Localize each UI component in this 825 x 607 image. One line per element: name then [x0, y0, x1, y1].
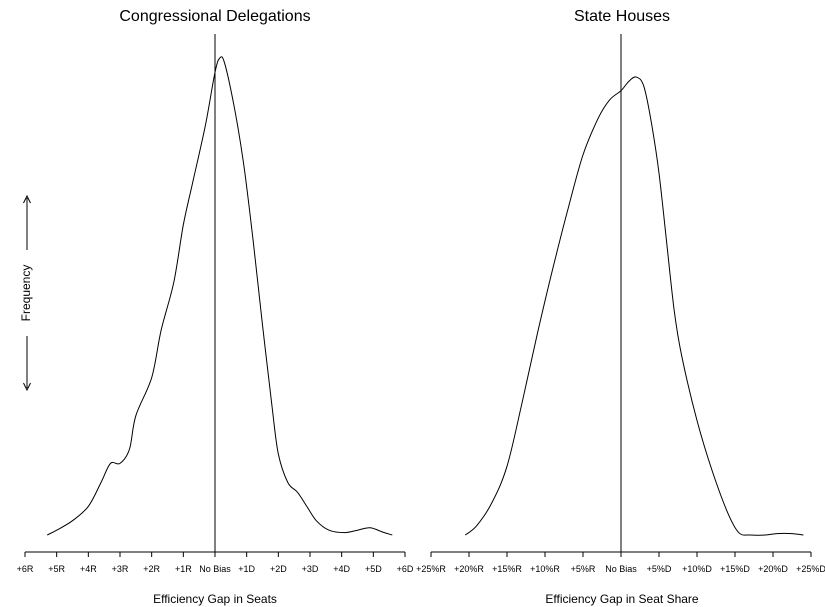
x-tick-label: No Bias	[605, 564, 637, 574]
x-axis-tick-labels: +25%R +20%R +15%R +10%R +5%R No Bias +5%D +10%D…	[416, 564, 825, 574]
x-tick-label: +15%D	[720, 564, 750, 574]
x-tick-label: +25%R	[416, 564, 446, 574]
x-tick-label: +10%R	[530, 564, 560, 574]
x-tick-label: +25%D	[796, 564, 825, 574]
x-tick-label: +2R	[143, 564, 160, 574]
x-tick-label: +4R	[80, 564, 97, 574]
x-tick-label: +5R	[48, 564, 65, 574]
x-axis-tick-labels: +6R +5R +4R +3R +2R +1R No Bias +1D +2D +3D +4D +5D…	[17, 564, 414, 574]
x-tick-label: +5%R	[571, 564, 596, 574]
frequency-axis-indicator: Frequency	[19, 194, 33, 392]
x-tick-label: +6D	[397, 564, 414, 574]
x-tick-label: +15%R	[492, 564, 522, 574]
x-axis-label: Efficiency Gap in Seat Share	[545, 592, 699, 606]
x-tick-label: +4D	[333, 564, 350, 574]
density-curve	[464, 76, 804, 536]
x-tick-label: +10%D	[682, 564, 712, 574]
x-tick-label: +6R	[17, 564, 34, 574]
x-axis-label: Efficiency Gap in Seats	[153, 592, 277, 606]
frequency-label: Frequency	[19, 265, 33, 322]
x-tick-label: +20%D	[758, 564, 788, 574]
chart-congressional-delegations: Congressional Delegations +6R +5R +4R +3R +2…	[17, 8, 414, 606]
chart-title: Congressional Delegations	[119, 8, 310, 25]
x-tick-label: +5D	[365, 564, 382, 574]
x-tick-label: +3D	[302, 564, 319, 574]
x-axis-ticks	[430, 552, 812, 557]
frequency-arrow-up-head	[23, 194, 31, 204]
density-curve	[46, 56, 393, 536]
frequency-arrow-down-head	[23, 382, 31, 392]
x-tick-label: +2D	[270, 564, 287, 574]
x-tick-label: +5%D	[647, 564, 672, 574]
x-tick-label: +3R	[112, 564, 129, 574]
chart-title: State Houses	[574, 8, 670, 25]
x-tick-label: +1R	[175, 564, 192, 574]
x-axis-ticks	[24, 552, 406, 557]
chart-state-houses: State Houses +25%R +20%R +15%R +10%R +5%R No …	[416, 8, 825, 606]
x-tick-label: +20%R	[454, 564, 484, 574]
x-tick-label: No Bias	[199, 564, 231, 574]
x-tick-label: +1D	[238, 564, 255, 574]
